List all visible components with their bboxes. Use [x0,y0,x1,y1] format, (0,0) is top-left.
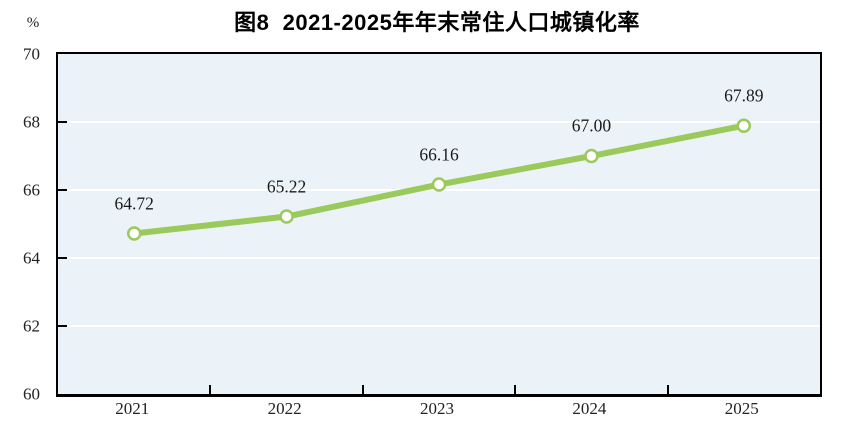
y-axis-tick [58,257,67,259]
x-axis-tick [666,385,669,394]
line-series [126,118,752,241]
data-point-marker-2022 [279,209,294,224]
data-label-2021: 64.72 [114,192,154,213]
x-axis-label-2025: 2025 [724,399,759,418]
y-axis-unit-label: % [26,15,40,31]
x-axis-tick [514,385,517,394]
data-point-marker-2024 [584,148,599,164]
x-axis-label-2021: 2021 [115,399,150,418]
x-axis-label-2022: 2022 [267,399,302,418]
data-point-marker-2021 [126,226,142,241]
x-axis-label-2024: 2024 [572,399,607,418]
x-axis-tick [361,385,364,394]
y-axis-label-62: 62 [23,316,40,336]
y-axis-tick [58,189,67,191]
data-point-marker-2023 [431,177,447,192]
data-label-2023: 66.16 [419,143,459,164]
gridline-y-64 [58,257,820,259]
x-axis-label-2023: 2023 [419,399,454,418]
data-label-2024: 67.00 [571,115,612,136]
y-axis-tick [58,121,67,123]
y-axis-label-70: 70 [23,44,40,64]
data-point-marker-2025 [736,118,752,133]
x-axis-tick [209,385,212,394]
gridline-y-68 [58,121,820,123]
y-axis-label-68: 68 [23,112,40,132]
y-axis-tick [58,325,67,327]
y-axis-label-60: 60 [23,384,40,404]
y-axis-label-66: 66 [23,180,40,200]
y-axis-label-64: 64 [23,248,40,268]
plot-area: 64.72 65.22 66.16 67.00 67.89 [56,52,822,397]
data-label-2025: 67.89 [724,84,764,105]
chart-title: 图8 2021-2025年年末常住人口城镇化率 [234,10,640,35]
y-axis-tick-labels: 70 68 66 64 62 60 [0,46,48,403]
x-axis-tick-labels: 2021 2022 2023 2024 2025 [56,399,818,423]
data-label-2022: 65.22 [266,175,307,196]
gridline-y-62 [58,325,820,327]
